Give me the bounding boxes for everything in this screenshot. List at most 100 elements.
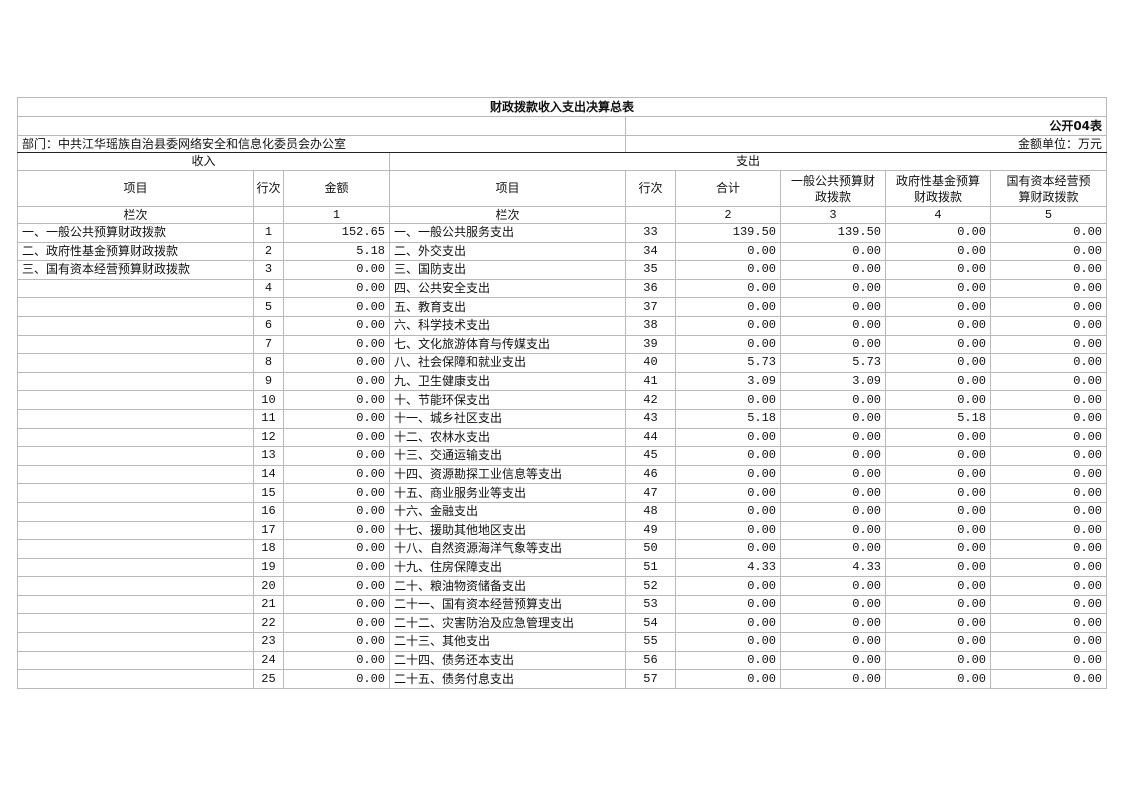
cell-expense-item: 二十四、债务还本支出: [389, 650, 626, 671]
cell-general-budget: 0.00: [780, 241, 886, 262]
cell-state-capital: 0.00: [989, 501, 1108, 522]
cell-expense-line: 48: [625, 501, 676, 522]
cell-income-amount: 0.00: [283, 576, 390, 596]
cell-total: 0.00: [675, 297, 781, 317]
cell-general-budget: 139.50: [780, 223, 886, 243]
cell-state-capital: 0.00: [989, 223, 1108, 243]
cell-expense-item: 十六、金融支出: [389, 501, 626, 522]
cell-state-capital: 0.00: [989, 446, 1108, 466]
cell-expense-item: 十、节能环保支出: [389, 390, 626, 410]
cell-general-budget: 0.00: [780, 390, 886, 410]
cell-state-capital: 0.00: [989, 390, 1108, 410]
cell-general-budget: 0.00: [780, 613, 886, 634]
cell-total: 0.00: [675, 464, 781, 485]
cell-income-item: [17, 594, 254, 615]
cell-expense-item: 二十五、债务付息支出: [389, 669, 626, 689]
col-income-line: 行次: [253, 170, 284, 207]
cell-expense-item: 二十二、灾害防治及应急管理支出: [389, 613, 626, 634]
cell-general-budget: 0.00: [780, 408, 886, 429]
cell-gov-fund: 0.00: [885, 464, 991, 485]
cell-income-line: 21: [253, 594, 284, 615]
cell-gov-fund: 0.00: [885, 427, 991, 448]
unit-label: 金额单位：万元: [624, 135, 1108, 153]
cell-expense-line: 40: [625, 353, 676, 373]
cell-gov-fund: 0.00: [885, 223, 991, 243]
cell-state-capital: 0.00: [989, 557, 1108, 578]
cell-income-amount: 0.00: [283, 371, 390, 392]
cell-income-line: 12: [253, 427, 284, 448]
cell-expense-item: 十四、资源勘探工业信息等支出: [389, 464, 626, 485]
cell-expense-item: 二十一、国有资本经营预算支出: [389, 594, 626, 615]
index-state-capital: 5: [989, 206, 1108, 224]
cell-expense-line: 44: [625, 427, 676, 448]
expense-header: 支出: [388, 152, 1108, 171]
cell-state-capital: 0.00: [989, 278, 1108, 299]
cell-income-amount: 0.00: [283, 483, 390, 503]
cell-income-item: [17, 427, 254, 448]
cell-total: 0.00: [675, 520, 781, 541]
cell-total: 139.50: [675, 223, 781, 243]
cell-total: 0.00: [675, 501, 781, 522]
cell-expense-line: 43: [625, 408, 676, 429]
table-title: 财政拨款收入支出决算总表: [16, 97, 1108, 117]
cell-state-capital: 0.00: [989, 464, 1108, 485]
cell-gov-fund: 0.00: [885, 260, 991, 280]
cell-total: 0.00: [675, 539, 781, 559]
cell-income-amount: 0.00: [283, 594, 390, 615]
cell-state-capital: 0.00: [989, 613, 1108, 634]
cell-income-amount: 0.00: [283, 539, 390, 559]
cell-general-budget: 0.00: [780, 539, 886, 559]
cell-expense-item: 一、一般公共服务支出: [389, 223, 626, 243]
cell-income-item: [17, 464, 254, 485]
cell-general-budget: 0.00: [780, 446, 886, 466]
cell-income-item: [17, 613, 254, 634]
cell-income-amount: 0.00: [283, 650, 390, 671]
cell-expense-line: 35: [625, 260, 676, 280]
cell-expense-line: 42: [625, 390, 676, 410]
cell-income-item: [17, 650, 254, 671]
cell-total: 0.00: [675, 390, 781, 410]
cell-total: 0.00: [675, 334, 781, 355]
cell-total: 0.00: [675, 613, 781, 634]
cell-gov-fund: 0.00: [885, 297, 991, 317]
cell-expense-item: 十八、自然资源海洋气象等支出: [389, 539, 626, 559]
cell-gov-fund: 0.00: [885, 483, 991, 503]
cell-state-capital: 0.00: [989, 315, 1108, 336]
table-row: 22 0.00 二十二、灾害防治及应急管理支出 54 0.00 0.00 0.00 0.00: [17, 613, 1108, 634]
cell-income-amount: 0.00: [283, 613, 390, 634]
cell-expense-line: 53: [625, 594, 676, 615]
cell-state-capital: 0.00: [989, 260, 1108, 280]
cell-income-line: 9: [253, 371, 284, 392]
cell-income-item: [17, 390, 254, 410]
cell-income-item: [17, 297, 254, 317]
cell-income-line: 19: [253, 557, 284, 578]
cell-state-capital: 0.00: [989, 408, 1108, 429]
cell-general-budget: 0.00: [780, 520, 886, 541]
index-general-budget: 3: [780, 206, 886, 224]
cell-total: 0.00: [675, 594, 781, 615]
cell-gov-fund: 0.00: [885, 315, 991, 336]
cell-expense-item: 十一、城乡社区支出: [389, 408, 626, 429]
cell-expense-line: 41: [625, 371, 676, 392]
cell-gov-fund: 0.00: [885, 334, 991, 355]
cell-state-capital: 0.00: [989, 632, 1108, 652]
cell-total: 0.00: [675, 315, 781, 336]
cell-expense-item: 十三、交通运输支出: [389, 446, 626, 466]
col-general-budget: 一般公共预算财政拨款: [780, 170, 886, 207]
cell-income-amount: 152.65: [283, 223, 390, 243]
cell-general-budget: 0.00: [780, 632, 886, 652]
cell-income-line: 22: [253, 613, 284, 634]
cell-income-line: 3: [253, 260, 284, 280]
table-row: 10 0.00 十、节能环保支出 42 0.00 0.00 0.00 0.00: [17, 390, 1108, 410]
cell-total: 0.00: [675, 427, 781, 448]
cell-general-budget: 0.00: [780, 464, 886, 485]
index-total: 2: [675, 206, 781, 224]
cell-state-capital: 0.00: [989, 650, 1108, 671]
cell-expense-item: 二十、粮油物资储备支出: [389, 576, 626, 596]
blank-cell: [625, 206, 676, 224]
cell-income-item: 三、国有资本经营预算财政拨款: [17, 260, 254, 280]
cell-total: 3.09: [675, 371, 781, 392]
cell-income-item: 二、政府性基金预算财政拨款: [17, 241, 254, 262]
cell-income-item: [17, 315, 254, 336]
cell-expense-line: 38: [625, 315, 676, 336]
